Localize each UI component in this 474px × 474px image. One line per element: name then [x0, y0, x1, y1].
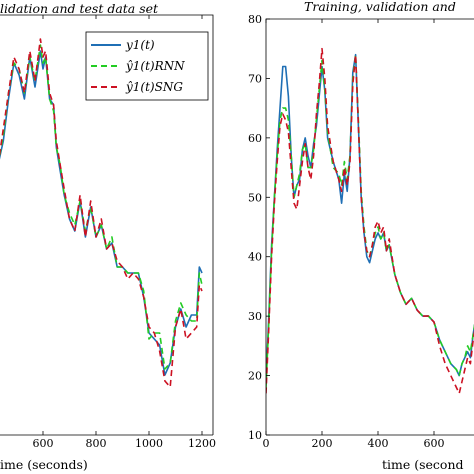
legend-box — [85, 31, 209, 101]
left-chart-title: lidation and test data set — [0, 1, 159, 16]
y-tick-label: 40 — [248, 251, 262, 264]
right-chart-axes-frame — [265, 18, 474, 436]
right-chart-panel: Training, validation and 0 200 400 600 10 20 3… — [248, 0, 474, 472]
y-tick-label: 60 — [248, 132, 262, 145]
left-chart-xlabel: ime (seconds) — [0, 457, 88, 472]
left-chart-panel: lidation and test data set 600 800 1000 120… — [0, 1, 216, 472]
x-tick-label: 200 — [312, 437, 333, 450]
legend-entry-rnn: ŷ1(t)RNN — [125, 59, 185, 73]
x-tick-label: 800 — [86, 437, 107, 450]
x-tick-label: 1000 — [135, 437, 163, 450]
y-tick-label: 70 — [248, 72, 262, 85]
right-chart-title: Training, validation and — [304, 0, 456, 14]
x-tick-label: 600 — [424, 437, 445, 450]
x-tick-label: 1200 — [188, 437, 216, 450]
y-tick-label: 30 — [248, 310, 262, 323]
series-line-y1 — [266, 53, 474, 382]
left-chart-axes-frame — [0, 14, 214, 436]
right-chart-xlabel: time (second — [382, 457, 464, 472]
legend-entry-y1: y1(t) — [125, 38, 155, 52]
series-line-sng — [266, 47, 474, 395]
legend-entry-sng: ŷ1(t)SNG — [125, 80, 183, 94]
y-tick-label: 20 — [248, 370, 262, 383]
y-tick-label: 80 — [248, 13, 262, 26]
right-chart-ticks: 0 200 400 600 10 20 30 40 50 60 70 80 — [248, 13, 445, 450]
series-line-sng — [0, 38, 203, 388]
left-chart-legend: y1(t) ŷ1(t)RNN ŷ1(t)SNG — [85, 31, 209, 101]
x-tick-label: 400 — [368, 437, 389, 450]
x-tick-label: 600 — [33, 437, 54, 450]
left-chart-series-group — [0, 38, 203, 388]
left-chart-ticks: 600 800 1000 1200 — [33, 15, 216, 450]
series-line-rnn — [266, 53, 474, 388]
y-tick-label: 50 — [248, 191, 262, 204]
x-tick-label: 0 — [263, 437, 270, 450]
y-tick-label: 10 — [248, 429, 262, 442]
right-chart-series-group — [266, 47, 474, 395]
